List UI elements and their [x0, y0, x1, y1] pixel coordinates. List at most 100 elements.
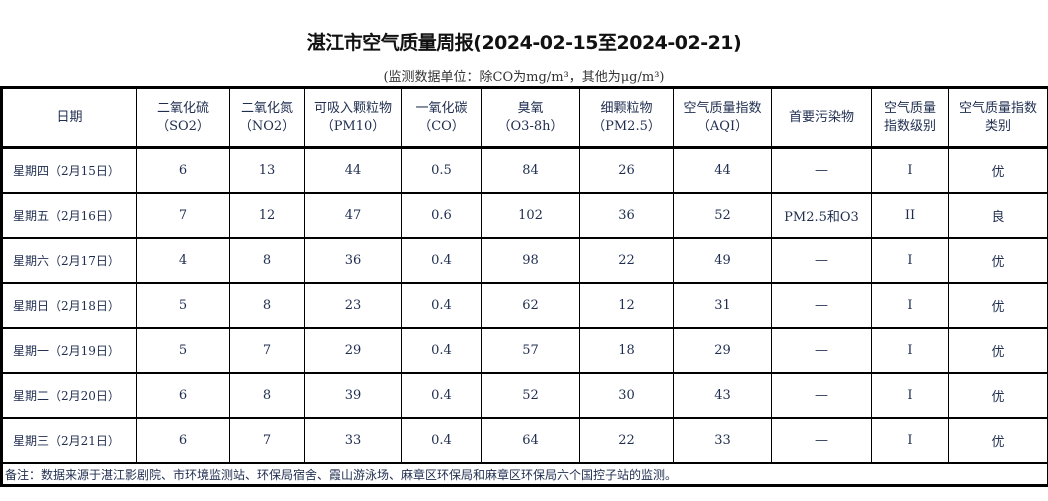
header-line: 一氧化碳 — [415, 100, 468, 116]
header-aqi: 空气质量指数 （AQI） — [673, 87, 772, 148]
cell-o3: 57 — [481, 327, 580, 374]
header-line: 二氧化硫 — [156, 100, 209, 116]
header-pm25: 细颗粒物 （PM2.5） — [579, 87, 674, 148]
cell-aqi-category: 优 — [948, 237, 1048, 284]
air-quality-table: 日期 二氧化硫 （SO2） 二氧化氮 （NO2） 可吸入颗粒物 （PM10） 一氧化碳 （CO）… — [0, 86, 1048, 487]
footnote-row: 备注：数据来源于湛江影剧院、市环境监测站、环保局宿舍、霞山游泳场、麻章区环保局和… — [1, 462, 1048, 486]
cell-co: 0.6 — [401, 192, 482, 239]
header-o3: 臭氧 （O3-8h） — [481, 87, 580, 148]
cell-so2: 7 — [136, 192, 230, 239]
header-line: 类别 — [984, 118, 1011, 134]
cell-pm25: 36 — [579, 192, 674, 239]
cell-aqi-category: 优 — [948, 282, 1048, 329]
cell-so2: 5 — [136, 327, 230, 374]
cell-pm10: 36 — [304, 237, 402, 284]
cell-aqi-category: 优 — [948, 417, 1048, 464]
cell-date: 星期日（2月18日） — [1, 282, 137, 329]
cell-aqi: 44 — [673, 147, 772, 194]
cell-o3: 52 — [481, 372, 580, 419]
header-line: 空气质量 — [883, 100, 936, 116]
cell-no2: 8 — [229, 372, 305, 419]
cell-primary-pollutant: — — [771, 237, 872, 284]
header-line: （CO） — [418, 118, 465, 134]
cell-aqi: 31 — [673, 282, 772, 329]
cell-pm10: 33 — [304, 417, 402, 464]
cell-primary-pollutant: — — [771, 282, 872, 329]
cell-aqi-level: I — [871, 282, 949, 329]
cell-co: 0.4 — [401, 372, 482, 419]
header-line: 臭氧 — [517, 100, 544, 116]
cell-aqi: 49 — [673, 237, 772, 284]
cell-no2: 7 — [229, 327, 305, 374]
cell-so2: 6 — [136, 417, 230, 464]
header-so2: 二氧化硫 （SO2） — [136, 87, 230, 148]
cell-aqi-category: 优 — [948, 327, 1048, 374]
cell-co: 0.4 — [401, 282, 482, 329]
cell-no2: 7 — [229, 417, 305, 464]
header-no2: 二氧化氮 （NO2） — [229, 87, 305, 148]
header-date: 日期 — [1, 87, 137, 148]
cell-pm10: 39 — [304, 372, 402, 419]
cell-pm25: 26 — [579, 147, 674, 194]
header-line: 二氧化氮 — [240, 100, 293, 116]
cell-o3: 102 — [481, 192, 580, 239]
header-row: 日期 二氧化硫 （SO2） 二氧化氮 （NO2） 可吸入颗粒物 （PM10） 一氧化碳 （CO）… — [1, 87, 1048, 148]
cell-aqi-level: I — [871, 372, 949, 419]
cell-so2: 6 — [136, 372, 230, 419]
cell-aqi-level: I — [871, 147, 949, 194]
header-line: 细颗粒物 — [600, 100, 653, 116]
cell-date: 星期三（2月21日） — [1, 417, 137, 464]
cell-pm10: 47 — [304, 192, 402, 239]
header-line: 空气质量指数 — [958, 100, 1037, 116]
cell-aqi: 33 — [673, 417, 772, 464]
cell-pm25: 22 — [579, 237, 674, 284]
table-row: 星期一（2月19日） 5 7 29 0.4 57 18 29— I 优 — [1, 327, 1048, 374]
cell-o3: 64 — [481, 417, 580, 464]
cell-so2: 5 — [136, 282, 230, 329]
cell-pm10: 44 — [304, 147, 402, 194]
cell-aqi: 43 — [673, 372, 772, 419]
cell-aqi-category: 优 — [948, 147, 1048, 194]
header-line: 空气质量指数 — [683, 100, 762, 116]
header-line: （NO2） — [238, 118, 296, 134]
cell-no2: 12 — [229, 192, 305, 239]
header-line: （PM2.5） — [592, 118, 661, 134]
cell-aqi-level: I — [871, 417, 949, 464]
header-line: （AQI） — [696, 118, 749, 134]
header-line: （SO2） — [156, 118, 210, 134]
table-row: 星期二（2月20日） 6 8 39 0.4 52 30 43— I 优 — [1, 372, 1048, 419]
table-row: 星期三（2月21日） 6 7 33 0.4 64 22 33— I 优 — [1, 417, 1048, 464]
cell-primary-pollutant: PM2.5和O3 — [771, 192, 872, 239]
cell-date: 星期四（2月15日） — [1, 147, 137, 194]
cell-co: 0.5 — [401, 147, 482, 194]
header-aqi-level: 空气质量 指数级别 — [871, 87, 949, 148]
cell-co: 0.4 — [401, 237, 482, 284]
header-line: （PM10） — [320, 118, 386, 134]
cell-no2: 8 — [229, 237, 305, 284]
cell-primary-pollutant: — — [771, 327, 872, 374]
header-line: 日期 — [56, 109, 83, 125]
header-pm10: 可吸入颗粒物 （PM10） — [304, 87, 402, 148]
table-row: 星期日（2月18日） 5 8 23 0.4 62 12 31— I 优 — [1, 282, 1048, 329]
header-co: 一氧化碳 （CO） — [401, 87, 482, 148]
cell-aqi: 29 — [673, 327, 772, 374]
cell-date: 星期二（2月20日） — [1, 372, 137, 419]
header-line: 首要污染物 — [788, 109, 854, 125]
header-primary-pollutant: 首要污染物 — [771, 87, 872, 148]
header-line: 可吸入颗粒物 — [313, 100, 392, 116]
cell-o3: 98 — [481, 237, 580, 284]
cell-aqi-level: I — [871, 327, 949, 374]
cell-pm25: 22 — [579, 417, 674, 464]
cell-o3: 62 — [481, 282, 580, 329]
cell-aqi: 52 — [673, 192, 772, 239]
cell-aqi-level: II — [871, 192, 949, 239]
cell-no2: 13 — [229, 147, 305, 194]
cell-date: 星期六（2月17日） — [1, 237, 137, 284]
cell-co: 0.4 — [401, 327, 482, 374]
header-line: 指数级别 — [883, 118, 936, 134]
cell-pm25: 18 — [579, 327, 674, 374]
table-row: 星期四（2月15日） 6 13 44 0.5 84 26 44— I 优 — [1, 147, 1048, 194]
cell-pm25: 12 — [579, 282, 674, 329]
table-row: 星期五（2月16日） 7 12 47 0.6 102 36 52 PM2.5和O3 II 良 — [1, 192, 1048, 239]
cell-no2: 8 — [229, 282, 305, 329]
